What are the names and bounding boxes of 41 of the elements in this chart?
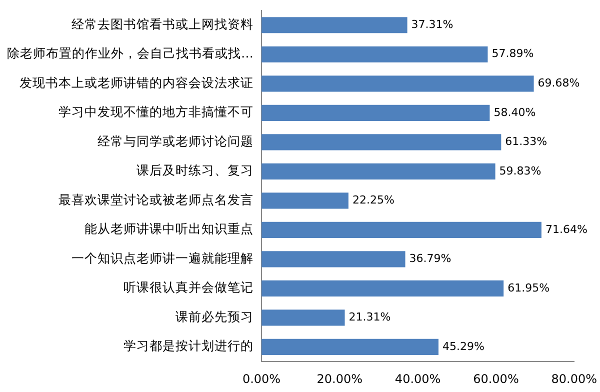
data-label: 61.33% bbox=[505, 135, 548, 148]
bar bbox=[262, 104, 490, 121]
x-tick-label: 60.00% bbox=[473, 372, 519, 386]
y-tick-label: 发现书本上或老师讲错的内容会设法求证 bbox=[20, 74, 254, 90]
data-label: 57.89% bbox=[492, 47, 534, 60]
y-tick-label: 学习中发现不懂的地方非搞懂不可 bbox=[58, 104, 254, 120]
bar bbox=[262, 222, 542, 238]
y-tick-label: 最喜欢课堂讨论或被老师点名发言 bbox=[58, 192, 254, 207]
y-tick-label: 能从老师讲课中听出知识重点 bbox=[84, 221, 254, 236]
bar bbox=[262, 17, 408, 34]
bar bbox=[262, 280, 504, 296]
x-tick-label: 80.00% bbox=[551, 372, 598, 386]
bar bbox=[262, 163, 496, 180]
y-tick-label: 课后及时练习、复习 bbox=[136, 162, 254, 178]
y-tick-label: 经常去图书馆看书或上网找资料 bbox=[72, 16, 254, 32]
bar bbox=[262, 76, 534, 92]
bar bbox=[262, 46, 488, 62]
bar bbox=[262, 134, 502, 150]
data-label: 58.40% bbox=[494, 106, 536, 119]
y-tick-label: 学习都是按计划进行的 bbox=[124, 338, 254, 354]
bar bbox=[262, 251, 406, 268]
data-label: 37.31% bbox=[411, 18, 454, 31]
y-tick-label: 经常与同学或老师讨论问题 bbox=[98, 133, 254, 148]
data-label: 22.25% bbox=[352, 194, 394, 207]
data-label: 59.83% bbox=[499, 164, 542, 178]
x-tick-label: 20.00% bbox=[316, 372, 363, 386]
bar bbox=[262, 192, 348, 209]
bar bbox=[262, 338, 438, 356]
y-tick-label: 一个知识点老师讲一遍就能理解 bbox=[72, 250, 254, 266]
y-tick-label: 听课很认真并会做笔记 bbox=[124, 280, 254, 295]
y-tick-label: 除老师布置的作业外，会自己找书看或找… bbox=[7, 46, 254, 61]
data-label: 21.31% bbox=[348, 310, 391, 324]
data-label: 71.64% bbox=[545, 222, 588, 236]
data-label: 36.79% bbox=[409, 252, 452, 266]
data-label: 45.29% bbox=[442, 340, 484, 353]
bar bbox=[262, 310, 345, 326]
data-label: 69.68% bbox=[538, 76, 580, 90]
x-tick-label: 0.00% bbox=[242, 372, 281, 386]
data-label: 61.95% bbox=[508, 281, 550, 294]
y-tick-label: 课前必先预习 bbox=[176, 308, 254, 324]
x-tick-label: 40.00% bbox=[394, 372, 441, 386]
